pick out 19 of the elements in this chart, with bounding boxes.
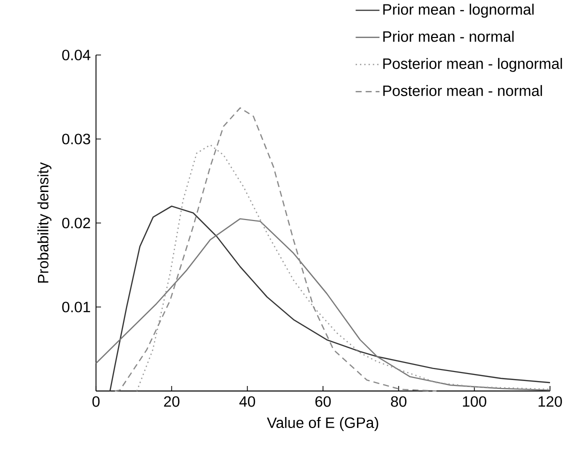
line-series bbox=[136, 144, 551, 392]
y-tick-label: 0.03 bbox=[62, 134, 90, 144]
legend-label: Prior mean - lognormal bbox=[383, 4, 534, 18]
x-tick-label: 40 bbox=[239, 396, 256, 407]
x-tick-label: 100 bbox=[462, 396, 486, 407]
y-tick-label: 0.02 bbox=[62, 218, 90, 228]
y-tick-label: 0.04 bbox=[62, 50, 90, 60]
x-axis-title: Value of E (GPa) bbox=[266, 417, 378, 431]
legend-label: Prior mean - normal bbox=[383, 30, 514, 42]
x-tick-label: 0 bbox=[92, 396, 100, 407]
legend-label: Posterior mean - normal bbox=[383, 85, 542, 96]
y-axis-title: Probability density bbox=[37, 162, 52, 283]
x-tick-label: 60 bbox=[315, 396, 331, 407]
x-tick-label: 20 bbox=[164, 396, 180, 407]
x-tick-label: 120 bbox=[538, 396, 562, 407]
line-series bbox=[114, 107, 438, 392]
legend-label: Posterior mean - lognormal bbox=[383, 58, 562, 72]
x-tick-label: 80 bbox=[390, 396, 406, 407]
y-tick-label: 0.01 bbox=[62, 302, 90, 312]
